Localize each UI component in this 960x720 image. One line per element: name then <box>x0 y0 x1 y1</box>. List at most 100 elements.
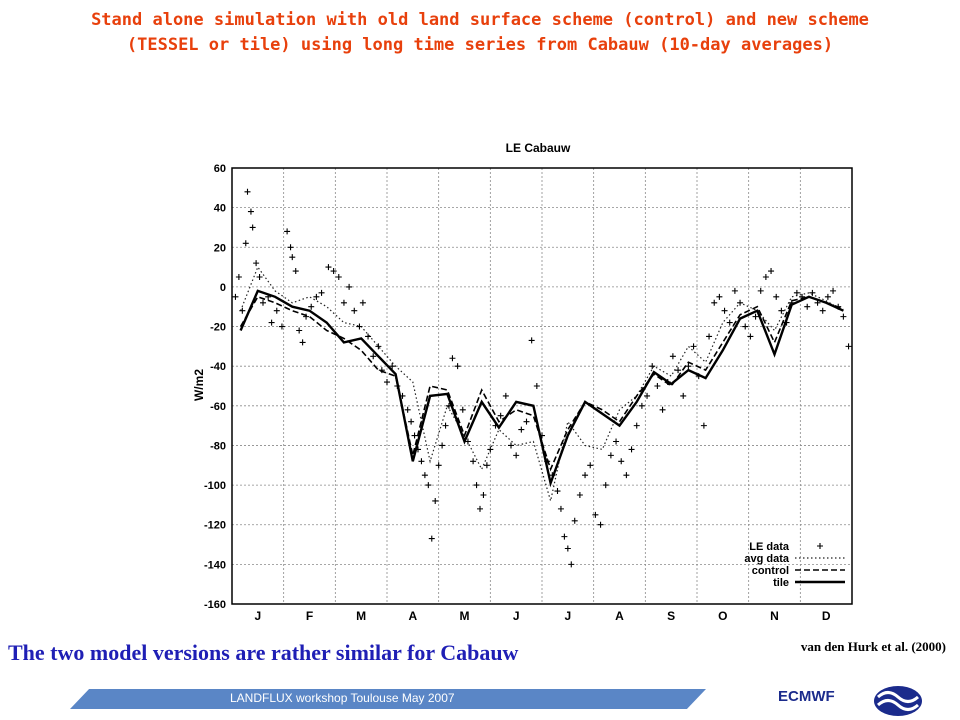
le-data-marker <box>340 299 347 306</box>
le-data-marker <box>533 383 540 389</box>
series-lines <box>239 265 844 502</box>
le-data-marker <box>695 373 702 380</box>
legend-label: LE data <box>749 541 790 553</box>
le-data-marker <box>394 383 401 389</box>
x-tick-label: J <box>254 609 261 623</box>
le-data-marker <box>247 208 254 215</box>
le-data-marker <box>623 472 630 479</box>
le-data-marker <box>544 458 551 465</box>
le-data-marker <box>664 379 671 386</box>
le-data-marker <box>268 319 275 326</box>
le-data-marker <box>454 363 461 370</box>
y-tick-label: -20 <box>210 322 226 334</box>
grid <box>232 167 852 605</box>
y-tick-label: 20 <box>214 242 226 254</box>
y-tick-label: 0 <box>220 282 226 294</box>
le-data-marker <box>824 293 831 300</box>
le-data-marker <box>235 274 242 280</box>
le-data-marker <box>742 323 749 330</box>
le-data-marker <box>325 264 332 271</box>
axis-ticks: 60 40 20 0 -20 -40 -60 -80 -100 -120 -140 -160 J F M A M… <box>204 163 831 623</box>
le-data-marker <box>346 283 353 290</box>
le-data-marker <box>799 293 806 300</box>
x-tick-label: M <box>460 609 470 623</box>
le-data-marker <box>778 307 785 314</box>
slide-title-line-1: Stand alone simulation with old land sur… <box>91 10 869 30</box>
y-tick-label: -100 <box>204 480 226 492</box>
le-data-marker <box>568 561 575 568</box>
le-data-marker <box>404 406 411 413</box>
le-data-marker <box>442 422 449 429</box>
le-data-marker <box>835 303 842 310</box>
chart-title: LE Cabauw <box>506 141 571 155</box>
le-data-marker <box>783 319 790 326</box>
le-data-marker <box>731 287 738 294</box>
le-data-marker <box>464 438 471 445</box>
le-data-marker <box>411 432 418 439</box>
le-data-marker <box>292 268 299 275</box>
le-data-marker <box>513 452 520 459</box>
le-data-marker <box>659 406 666 413</box>
le-data-marker <box>649 363 656 370</box>
footer-text: LANDFLUX workshop Toulouse May 2007 <box>230 691 455 705</box>
x-tick-label: A <box>615 609 624 623</box>
le-data-marker <box>523 418 530 425</box>
le-data-marker <box>318 289 325 296</box>
le-data-marker <box>265 293 272 300</box>
le-data-marker <box>497 412 504 419</box>
y-axis-label: W/m2 <box>192 369 206 401</box>
le-data-marker <box>384 379 390 386</box>
x-tick-label: N <box>770 609 779 623</box>
le-data-marker <box>313 293 320 300</box>
le-data-marker <box>502 392 509 399</box>
ecmwf-logo-icon <box>874 686 922 716</box>
le-data-marker <box>477 505 483 512</box>
y-tick-label: -80 <box>210 440 226 452</box>
le-data-marker <box>700 422 707 429</box>
y-tick-label: -40 <box>210 361 226 373</box>
le-data-marker <box>587 462 594 469</box>
legend-label: tile <box>773 577 789 589</box>
caption: The two model versions are rather simila… <box>8 640 519 665</box>
plot-frame <box>231 167 853 605</box>
le-data-marker <box>613 438 620 445</box>
le-data-marker <box>644 392 651 399</box>
le-data-marker <box>378 367 385 374</box>
le-data-marker <box>359 299 366 306</box>
le-data-marker <box>273 307 280 314</box>
le-data-marker <box>518 426 525 433</box>
le-data-marker <box>830 287 837 294</box>
le-data-marker <box>473 482 480 489</box>
le-data-marker <box>737 299 744 306</box>
x-tick-label: J <box>564 609 571 623</box>
le-data-marker <box>675 367 682 374</box>
x-tick-label: D <box>822 609 831 623</box>
le-data-marker <box>483 462 490 469</box>
y-tick-label: 60 <box>214 163 226 175</box>
le-data-marker <box>788 299 795 306</box>
y-tick-label: 40 <box>214 203 226 215</box>
le-data-marker <box>351 307 358 314</box>
le-data-marker <box>726 319 733 326</box>
le-data-marker <box>239 307 246 314</box>
le-data-marker <box>549 472 556 479</box>
le-data-marker <box>435 462 442 469</box>
le-data-marker <box>480 492 487 498</box>
le-data-marker <box>721 307 728 314</box>
le-data-marker <box>840 313 847 320</box>
le-data-marker <box>597 521 604 528</box>
le-data-marker <box>432 497 439 504</box>
le-data-marker <box>299 339 306 346</box>
le-data-marker <box>747 333 754 340</box>
le-data-marker <box>296 327 303 334</box>
le-data-marker <box>459 406 466 413</box>
legend-marker <box>817 543 823 549</box>
le-data-marker <box>654 383 661 389</box>
le-data-marker <box>762 274 769 280</box>
le-data-marker <box>256 274 263 280</box>
le-data-marker <box>576 492 583 498</box>
le-data-marker <box>449 355 456 362</box>
le-data-marker <box>249 224 256 231</box>
le-data-marker <box>752 313 759 320</box>
